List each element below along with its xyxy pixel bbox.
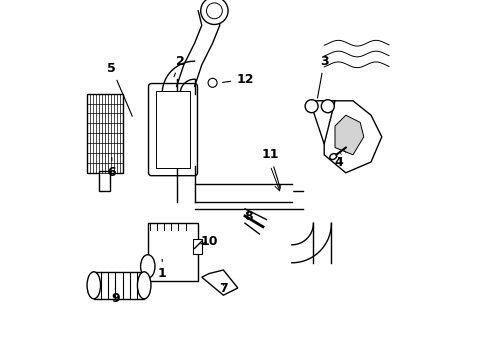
- Polygon shape: [176, 11, 220, 86]
- Text: 8: 8: [245, 210, 253, 222]
- FancyBboxPatch shape: [148, 84, 197, 176]
- Circle shape: [201, 0, 228, 24]
- Text: 9: 9: [111, 288, 120, 305]
- Text: 3: 3: [318, 55, 328, 98]
- Polygon shape: [310, 101, 335, 144]
- Text: 1: 1: [158, 259, 167, 280]
- Text: 12: 12: [222, 73, 254, 86]
- Polygon shape: [202, 270, 238, 295]
- Text: 11: 11: [262, 148, 280, 188]
- Text: 2: 2: [174, 55, 185, 77]
- Ellipse shape: [138, 272, 151, 299]
- Bar: [193, 239, 202, 254]
- Ellipse shape: [141, 255, 155, 278]
- Text: 4: 4: [334, 156, 343, 168]
- Circle shape: [321, 100, 334, 113]
- Bar: [156, 91, 190, 168]
- Text: 5: 5: [107, 62, 132, 116]
- Text: 10: 10: [200, 235, 218, 248]
- Circle shape: [206, 3, 222, 19]
- Polygon shape: [324, 101, 382, 173]
- Ellipse shape: [208, 78, 217, 87]
- Circle shape: [305, 100, 318, 113]
- Bar: [87, 94, 122, 173]
- Ellipse shape: [330, 154, 337, 159]
- Text: 6: 6: [107, 158, 116, 179]
- Bar: [94, 272, 144, 299]
- Bar: [148, 223, 198, 281]
- Bar: [99, 171, 110, 191]
- Polygon shape: [335, 115, 364, 155]
- Ellipse shape: [87, 272, 100, 299]
- Text: 7: 7: [219, 282, 228, 294]
